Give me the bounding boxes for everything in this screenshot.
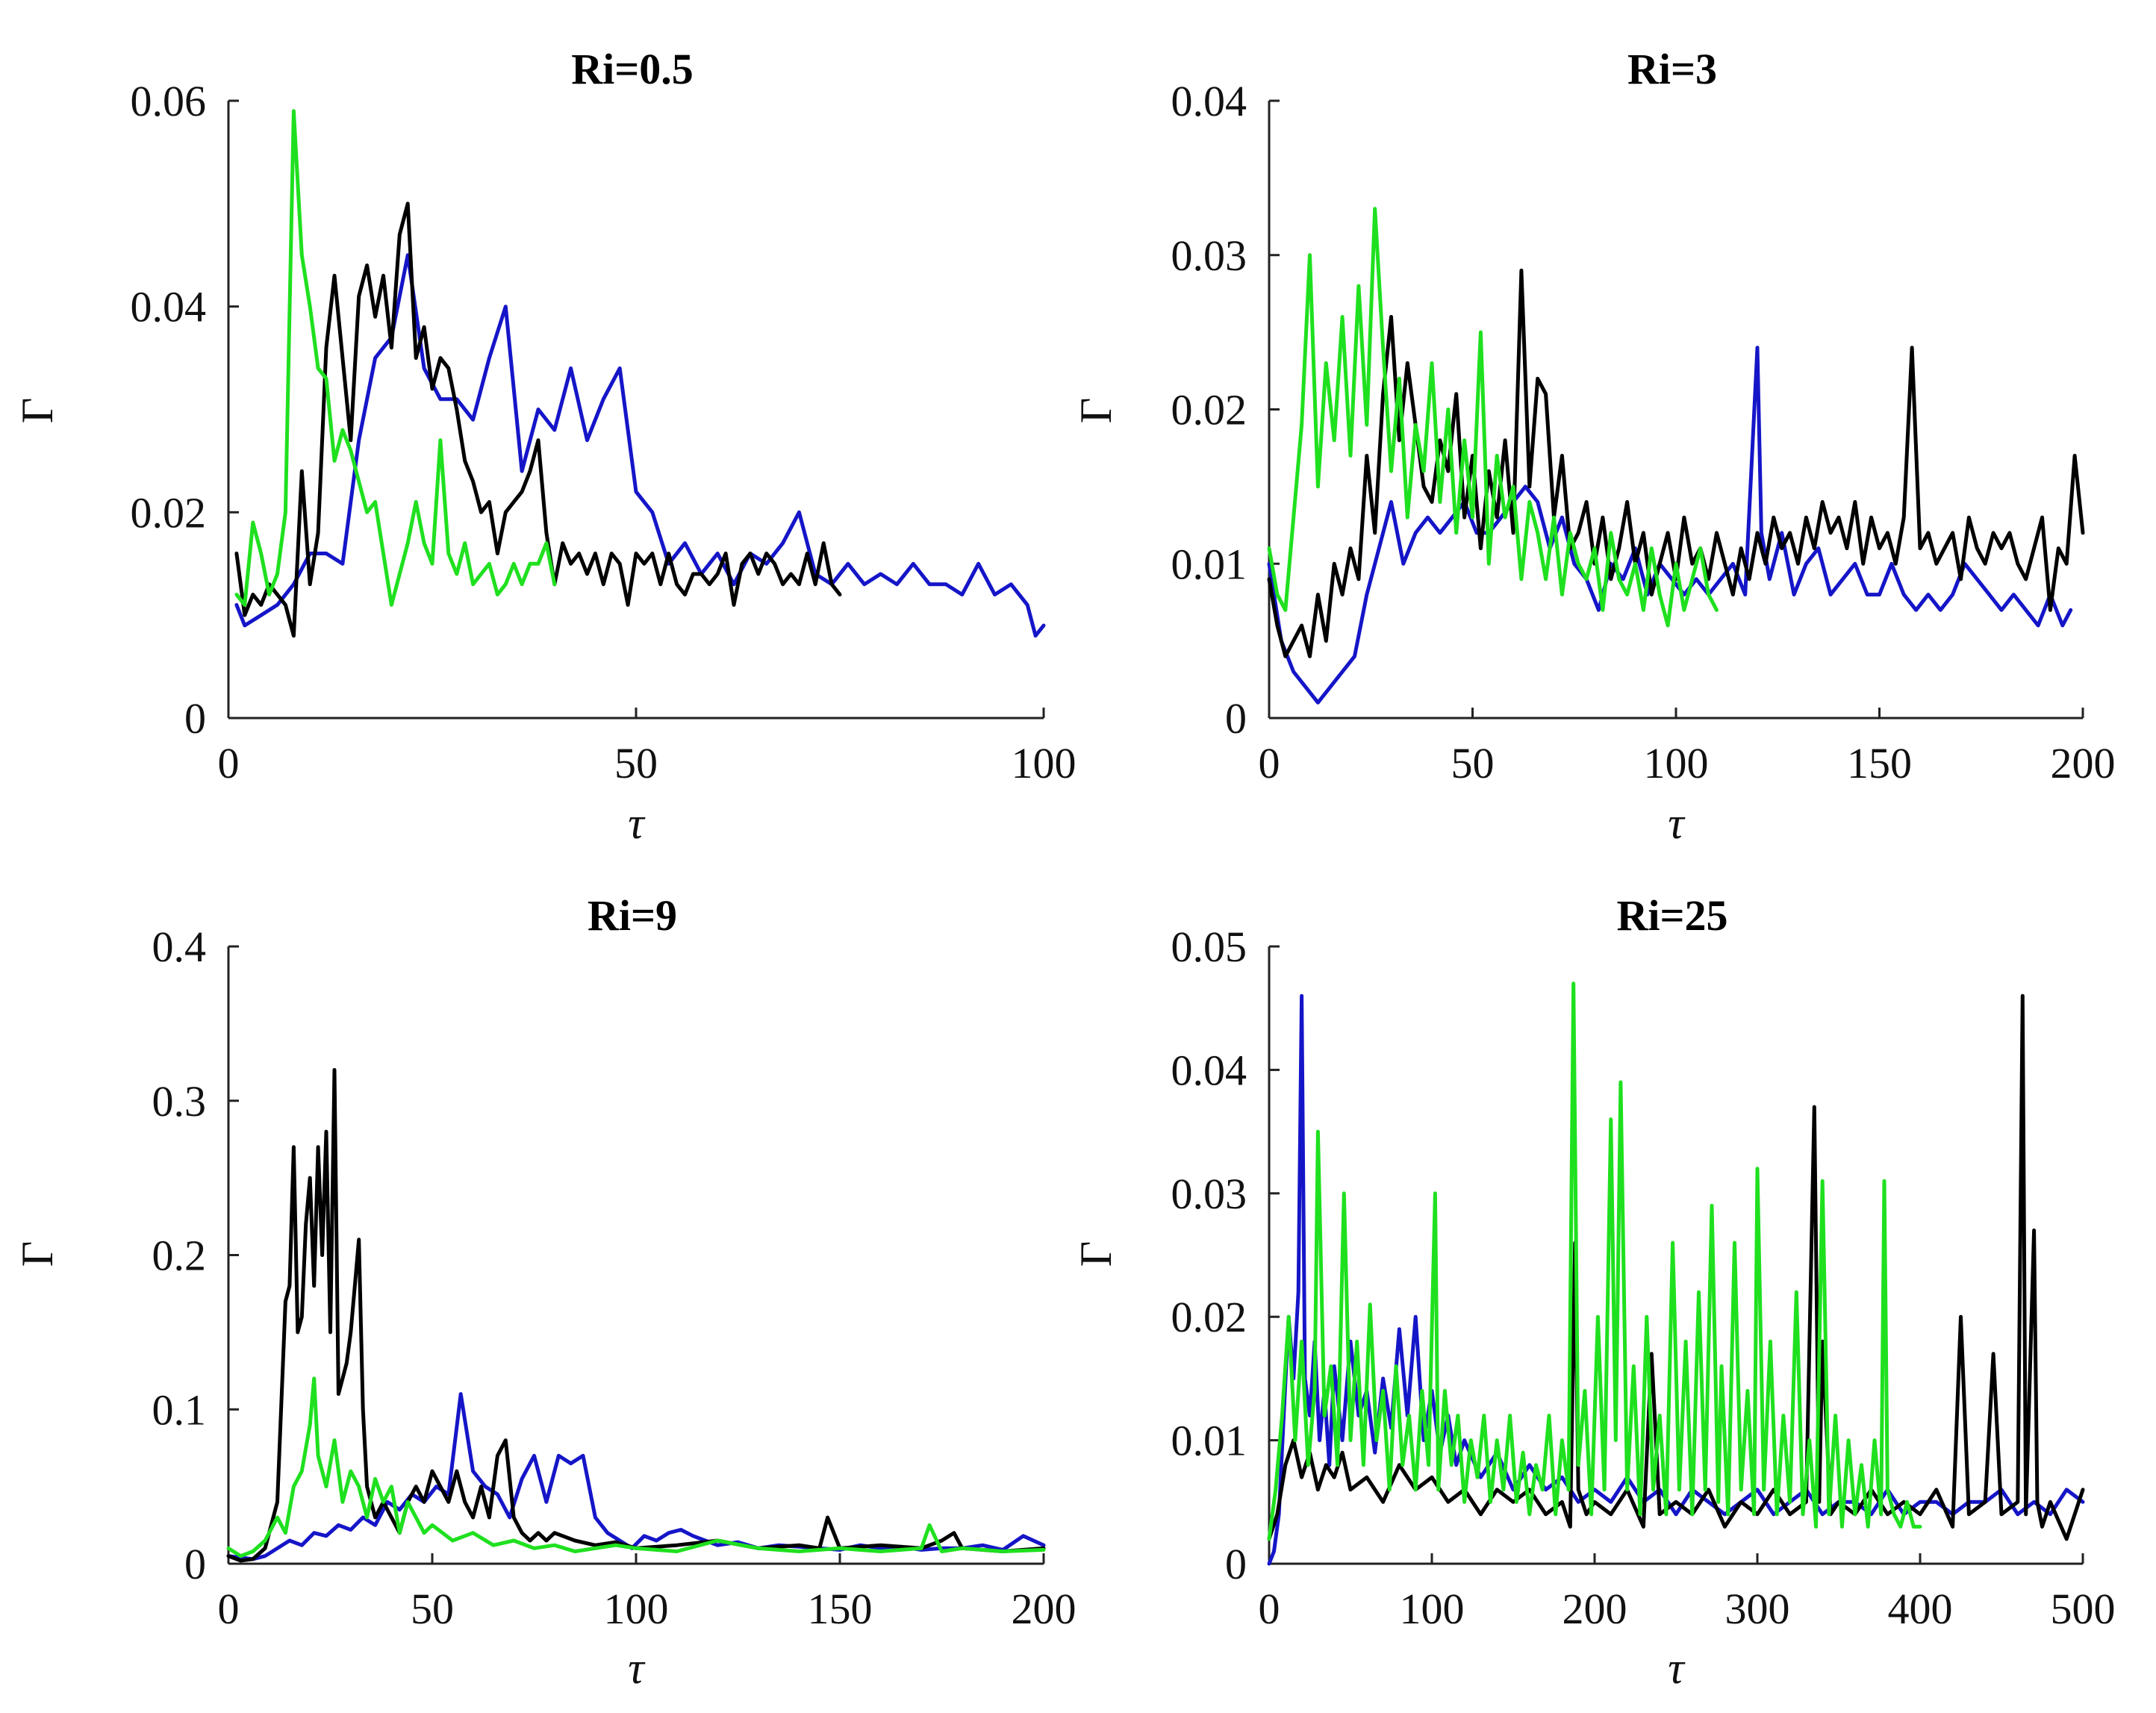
x-tick-label: 100 [1644, 739, 1709, 787]
x-tick-label: 0 [1259, 1585, 1280, 1633]
y-tick-label: 0.03 [1171, 231, 1247, 280]
y-tick-label: 0.2 [152, 1232, 207, 1280]
x-tick-label: 0 [218, 1585, 240, 1633]
x-tick-label: 50 [411, 1585, 454, 1633]
x-axis-label: τ [628, 1644, 646, 1693]
series-green-line [1267, 207, 1719, 628]
y-tick-label: 0.02 [1171, 386, 1247, 434]
y-tick-label: 0.3 [152, 1077, 207, 1126]
panel-title: Ri=9 [588, 891, 677, 940]
x-axis-label: τ [1668, 799, 1686, 848]
y-tick-label: 0.04 [1171, 77, 1247, 125]
panel-ri-3: Ri=3 Γ τ 0 50 100 150 200 0 0.01 0.02 0.03 0.04 [1071, 45, 2116, 848]
y-tick-label: 0 [184, 694, 206, 743]
y-tick-label: 0.02 [131, 488, 207, 537]
x-tick-label: 400 [1888, 1585, 1953, 1633]
y-axis-label: Γ [13, 1241, 62, 1267]
series-black-line [226, 1067, 1046, 1563]
y-tick-label: 0.03 [1171, 1170, 1247, 1218]
y-axis-label: Γ [13, 398, 62, 424]
y-tick-label: 0.01 [1171, 540, 1247, 588]
y-tick-label: 0.02 [1171, 1293, 1247, 1341]
series-black-line [234, 202, 842, 638]
x-tick-label: 500 [2051, 1585, 2116, 1633]
x-tick-label: 100 [1012, 739, 1077, 787]
y-tick-label: 0 [1225, 694, 1247, 743]
y-tick-label: 0.1 [152, 1385, 207, 1434]
y-axis-label: Γ [1071, 398, 1121, 424]
series-blue-line [1267, 346, 2073, 705]
series-black-line [1267, 268, 2085, 658]
series-blue-line [234, 253, 1046, 638]
x-tick-label: 200 [1563, 1585, 1627, 1633]
series-green-line [1267, 982, 1922, 1541]
y-tick-label: 0.06 [131, 77, 207, 125]
y-tick-label: 0.01 [1171, 1417, 1247, 1465]
x-axis-label: τ [628, 799, 646, 848]
x-tick-label: 200 [1012, 1585, 1077, 1633]
series-green-line [234, 109, 557, 607]
panel-title: Ri=3 [1627, 45, 1717, 93]
x-tick-label: 300 [1725, 1585, 1790, 1633]
panel-title: Ri=0.5 [571, 45, 694, 93]
panel-ri-25: Ri=25 Γ τ 0 100 200 300 400 500 0 0.01 0.02 0.03 0… [1071, 891, 2116, 1693]
y-tick-label: 0 [184, 1540, 206, 1588]
x-tick-label: 150 [1847, 739, 1912, 787]
y-tick-label: 0.05 [1171, 923, 1247, 971]
panel-ri-0-5: Ri=0.5 Γ τ 0 50 100 0 0.02 0.04 0.06 [13, 45, 1077, 848]
series-black-line [1267, 993, 2085, 1541]
x-tick-label: 150 [808, 1585, 873, 1633]
x-tick-label: 100 [604, 1585, 669, 1633]
series-green-line [226, 1376, 1046, 1558]
y-tick-label: 0.4 [152, 923, 207, 971]
y-axis-label: Γ [1071, 1241, 1121, 1267]
panel-title: Ri=25 [1616, 891, 1727, 940]
x-tick-label: 200 [2051, 739, 2116, 787]
x-tick-label: 0 [1259, 739, 1280, 787]
panel-ri-9: Ri=9 Γ τ 0 50 100 150 200 0 0.1 0.2 0.3 0.4 [13, 891, 1077, 1693]
x-tick-label: 0 [218, 739, 240, 787]
y-tick-label: 0 [1225, 1540, 1247, 1588]
x-tick-label: 50 [1451, 739, 1495, 787]
x-tick-label: 50 [614, 739, 658, 787]
x-tick-label: 100 [1400, 1585, 1465, 1633]
x-axis-label: τ [1668, 1644, 1686, 1693]
y-tick-label: 0.04 [131, 283, 207, 331]
y-tick-label: 0.04 [1171, 1046, 1247, 1094]
